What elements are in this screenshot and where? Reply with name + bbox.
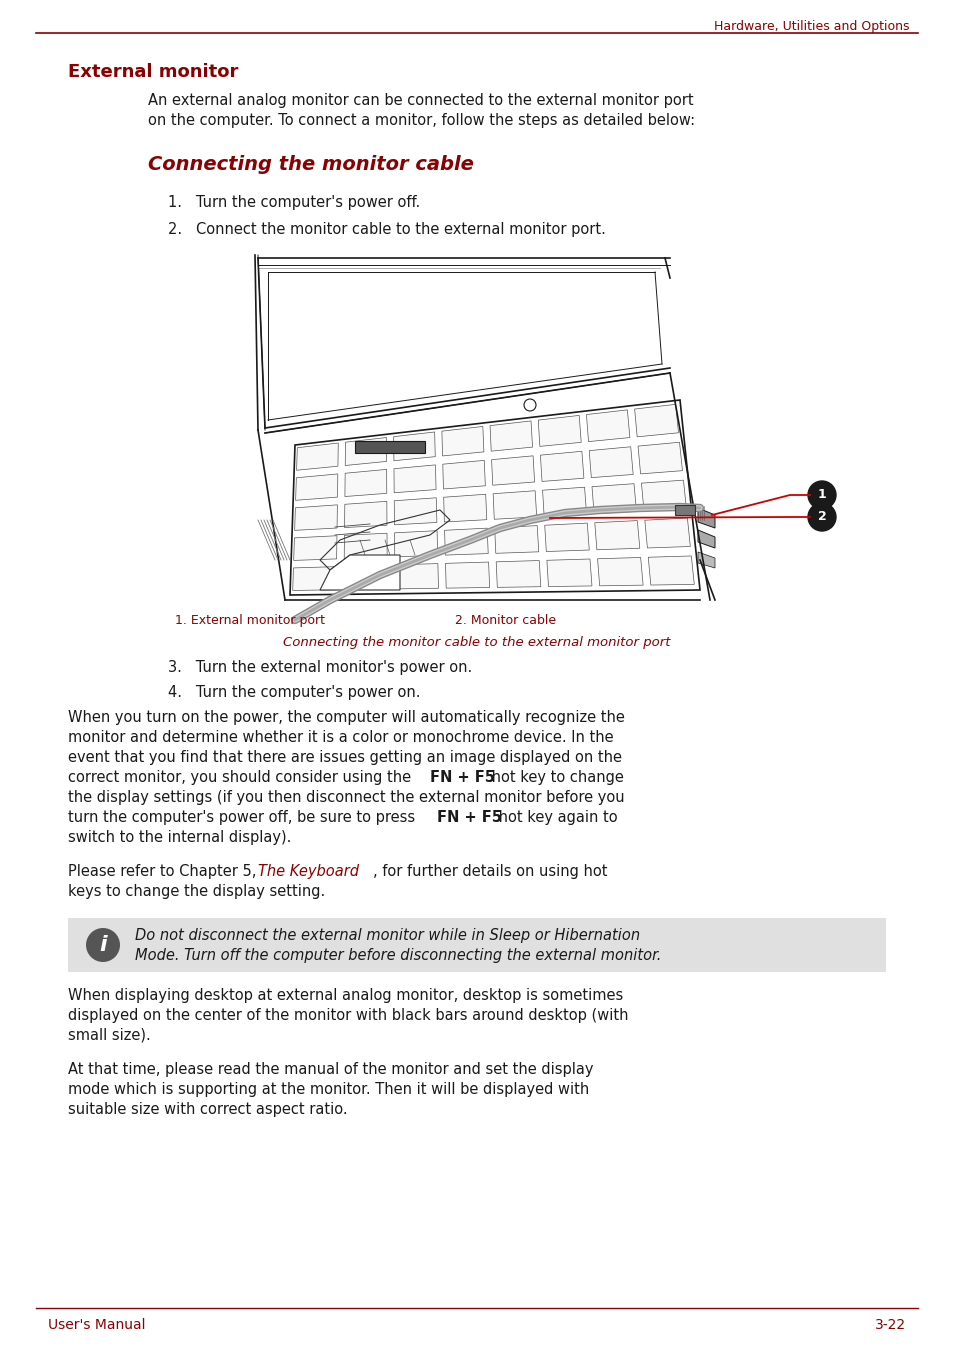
Text: monitor and determine whether it is a color or monochrome device. In the: monitor and determine whether it is a co… xyxy=(68,730,613,745)
Polygon shape xyxy=(592,484,636,514)
Circle shape xyxy=(86,927,120,963)
Text: 3-22: 3-22 xyxy=(874,1318,905,1332)
Polygon shape xyxy=(698,530,714,548)
Polygon shape xyxy=(344,502,387,527)
Text: Please refer to Chapter 5,: Please refer to Chapter 5, xyxy=(68,864,261,879)
Polygon shape xyxy=(544,523,589,552)
Text: An external analog monitor can be connected to the external monitor port: An external analog monitor can be connec… xyxy=(148,93,693,108)
Polygon shape xyxy=(345,438,386,465)
Text: External monitor: External monitor xyxy=(68,64,238,81)
Text: hot key to change: hot key to change xyxy=(486,771,623,786)
Text: event that you find that there are issues getting an image displayed on the: event that you find that there are issue… xyxy=(68,750,621,765)
Text: displayed on the center of the monitor with black bars around desktop (with: displayed on the center of the monitor w… xyxy=(68,1009,628,1023)
Text: Do not disconnect the external monitor while in Sleep or Hibernation: Do not disconnect the external monitor w… xyxy=(135,927,639,942)
Polygon shape xyxy=(445,562,489,588)
Polygon shape xyxy=(675,506,695,515)
Text: turn the computer's power off, be sure to press: turn the computer's power off, be sure t… xyxy=(68,810,419,825)
Text: FN + F5: FN + F5 xyxy=(436,810,501,825)
Polygon shape xyxy=(638,442,681,475)
Text: Connecting the monitor cable: Connecting the monitor cable xyxy=(148,155,474,174)
Polygon shape xyxy=(296,443,338,470)
Polygon shape xyxy=(640,480,686,511)
Text: At that time, please read the manual of the monitor and set the display: At that time, please read the manual of … xyxy=(68,1063,593,1078)
Text: switch to the internal display).: switch to the internal display). xyxy=(68,830,291,845)
Text: small size).: small size). xyxy=(68,1028,151,1042)
Polygon shape xyxy=(443,495,486,522)
Polygon shape xyxy=(589,446,633,477)
Bar xyxy=(355,441,424,453)
Polygon shape xyxy=(344,533,387,558)
Polygon shape xyxy=(539,452,583,481)
Text: , for further details on using hot: , for further details on using hot xyxy=(373,864,607,879)
Polygon shape xyxy=(395,531,437,557)
Text: Mode. Turn off the computer before disconnecting the external monitor.: Mode. Turn off the computer before disco… xyxy=(135,948,660,963)
Polygon shape xyxy=(295,475,337,500)
Polygon shape xyxy=(294,504,337,530)
Text: 1. External monitor port: 1. External monitor port xyxy=(174,614,325,627)
Polygon shape xyxy=(395,564,438,589)
Text: the display settings (if you then disconnect the external monitor before you: the display settings (if you then discon… xyxy=(68,790,624,804)
Text: 2. Monitor cable: 2. Monitor cable xyxy=(455,614,556,627)
Text: on the computer. To connect a monitor, follow the steps as detailed below:: on the computer. To connect a monitor, f… xyxy=(148,114,695,128)
Polygon shape xyxy=(698,508,714,529)
Text: 1.   Turn the computer's power off.: 1. Turn the computer's power off. xyxy=(168,195,420,210)
Circle shape xyxy=(807,503,835,531)
Text: Hardware, Utilities and Options: Hardware, Utilities and Options xyxy=(714,20,909,32)
Polygon shape xyxy=(493,491,537,519)
Polygon shape xyxy=(345,469,386,496)
Text: FN + F5: FN + F5 xyxy=(430,771,495,786)
Polygon shape xyxy=(394,498,436,525)
Polygon shape xyxy=(491,456,534,485)
FancyBboxPatch shape xyxy=(68,918,885,972)
Polygon shape xyxy=(294,535,336,561)
Polygon shape xyxy=(586,410,629,442)
Polygon shape xyxy=(496,561,540,587)
Polygon shape xyxy=(597,557,642,585)
Polygon shape xyxy=(594,521,639,550)
Polygon shape xyxy=(394,433,435,461)
Text: i: i xyxy=(99,936,107,955)
Polygon shape xyxy=(293,566,336,591)
Text: When you turn on the power, the computer will automatically recognize the: When you turn on the power, the computer… xyxy=(68,710,624,725)
Circle shape xyxy=(807,481,835,508)
Text: suitable size with correct aspect ratio.: suitable size with correct aspect ratio. xyxy=(68,1102,347,1117)
Text: keys to change the display setting.: keys to change the display setting. xyxy=(68,884,325,899)
Text: The Keyboard: The Keyboard xyxy=(257,864,358,879)
Polygon shape xyxy=(698,552,714,568)
Polygon shape xyxy=(343,565,387,589)
Text: mode which is supporting at the monitor. Then it will be displayed with: mode which is supporting at the monitor.… xyxy=(68,1082,589,1096)
Polygon shape xyxy=(490,420,532,452)
Polygon shape xyxy=(648,556,694,585)
Polygon shape xyxy=(441,426,483,456)
Polygon shape xyxy=(444,529,488,556)
Polygon shape xyxy=(442,460,485,489)
Text: 3.   Turn the external monitor's power on.: 3. Turn the external monitor's power on. xyxy=(168,660,472,675)
Polygon shape xyxy=(394,465,436,492)
Text: 2: 2 xyxy=(817,511,825,523)
Text: User's Manual: User's Manual xyxy=(48,1318,146,1332)
Polygon shape xyxy=(546,558,592,587)
Text: Connecting the monitor cable to the external monitor port: Connecting the monitor cable to the exte… xyxy=(283,635,670,649)
Text: 4.   Turn the computer's power on.: 4. Turn the computer's power on. xyxy=(168,685,420,700)
Text: hot key again to: hot key again to xyxy=(494,810,617,825)
Polygon shape xyxy=(319,556,399,589)
Text: correct monitor, you should consider using the: correct monitor, you should consider usi… xyxy=(68,771,416,786)
Polygon shape xyxy=(495,526,538,553)
Text: 1: 1 xyxy=(817,488,825,502)
Polygon shape xyxy=(634,404,678,437)
Polygon shape xyxy=(537,415,580,446)
Polygon shape xyxy=(542,487,586,516)
Text: When displaying desktop at external analog monitor, desktop is sometimes: When displaying desktop at external anal… xyxy=(68,988,622,1003)
Text: 2.   Connect the monitor cable to the external monitor port.: 2. Connect the monitor cable to the exte… xyxy=(168,222,605,237)
Polygon shape xyxy=(644,518,690,548)
